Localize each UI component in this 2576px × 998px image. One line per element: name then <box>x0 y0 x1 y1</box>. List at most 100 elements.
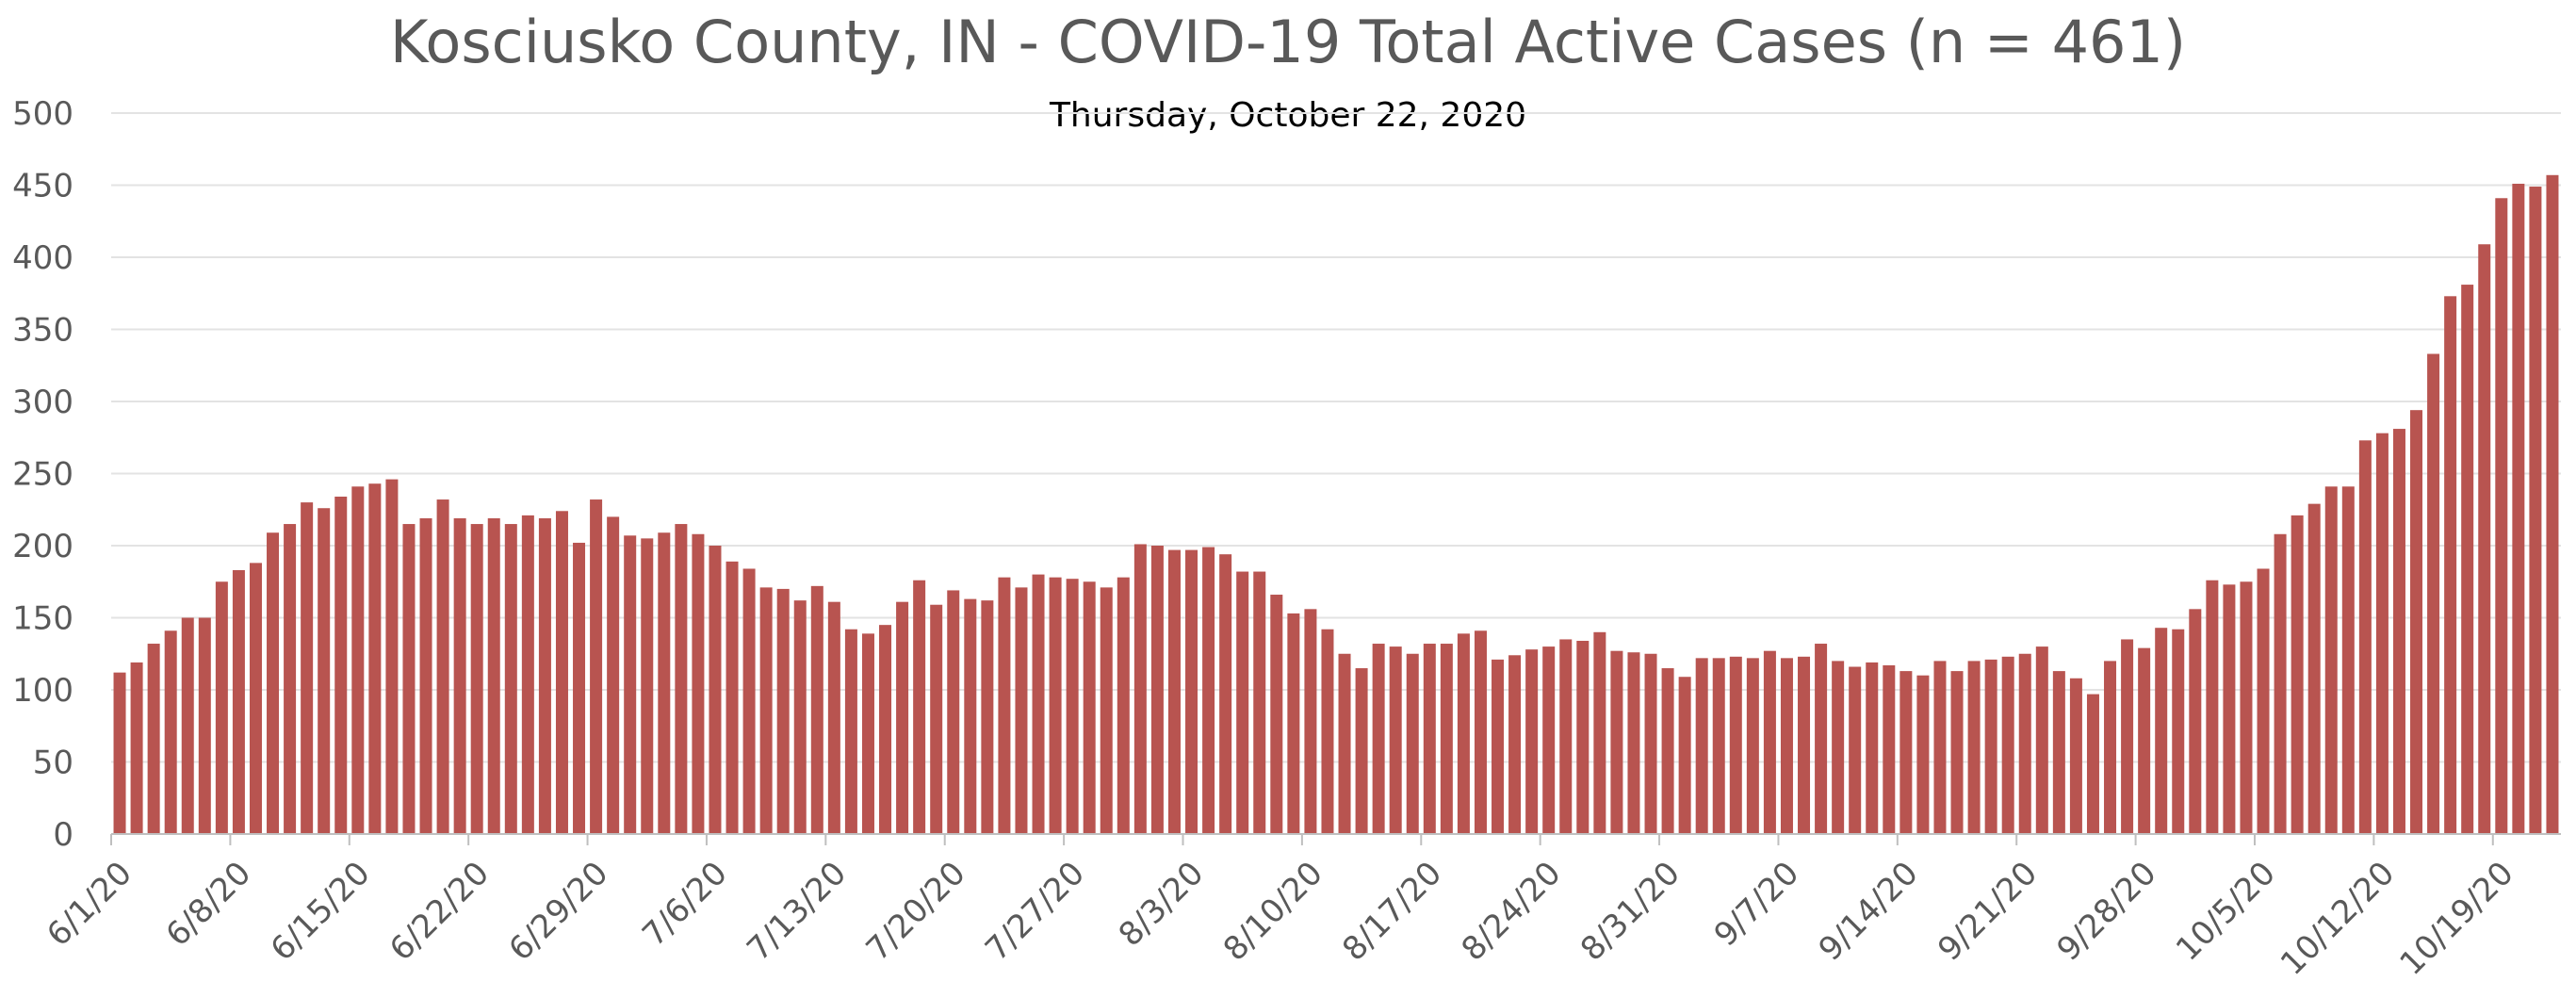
bar <box>2427 353 2440 834</box>
bar <box>181 617 194 834</box>
y-tick-label: 400 <box>12 239 73 277</box>
bar <box>1695 658 1708 834</box>
bar <box>2172 629 2185 834</box>
bar <box>930 604 943 834</box>
bar <box>2121 639 2134 834</box>
x-tick-label: 9/14/20 <box>1812 855 1926 969</box>
bar <box>827 601 840 834</box>
bar <box>267 532 280 834</box>
bar <box>1117 577 1130 834</box>
bar <box>1304 609 1317 834</box>
bar <box>810 585 823 834</box>
bar <box>130 662 143 834</box>
bar <box>1219 554 1232 834</box>
bar <box>2035 646 2048 834</box>
bar <box>709 546 722 834</box>
bar <box>2546 174 2559 835</box>
y-tick-label: 500 <box>12 95 73 133</box>
bar <box>113 672 126 834</box>
bar <box>1474 630 1487 834</box>
y-tick-label: 150 <box>12 600 73 638</box>
x-tick-label: 10/19/20 <box>2392 855 2520 983</box>
bar <box>2512 183 2525 835</box>
bar <box>2341 486 2355 834</box>
y-tick-label: 250 <box>12 456 73 494</box>
y-tick-label: 350 <box>12 312 73 350</box>
bar <box>436 499 449 834</box>
bar <box>1576 640 1590 834</box>
bar <box>573 542 586 834</box>
bar <box>742 568 756 834</box>
bar <box>879 625 892 834</box>
bar <box>301 502 314 834</box>
x-tick-label: 10/5/20 <box>2169 855 2283 969</box>
bar <box>2069 678 2082 834</box>
x-tick-label: 6/22/20 <box>383 855 497 969</box>
bar <box>776 588 790 834</box>
x-tick-label: 9/21/20 <box>1931 855 2045 969</box>
bar <box>1253 571 1266 834</box>
bar <box>1508 655 1522 834</box>
bar <box>1815 644 1828 834</box>
x-tick-label: 7/27/20 <box>978 855 1092 969</box>
bar <box>1849 666 1862 834</box>
bar <box>2223 584 2236 834</box>
y-tick-label: 0 <box>53 816 73 854</box>
x-tick-label: 10/12/20 <box>2274 855 2402 983</box>
gridlines <box>111 112 2561 763</box>
bar <box>1746 658 1759 834</box>
bar <box>1967 661 1981 834</box>
bar <box>555 511 568 834</box>
bar <box>2240 581 2253 834</box>
bar <box>318 508 331 834</box>
bar <box>1049 577 1062 834</box>
bar <box>1236 571 1249 834</box>
bar <box>641 538 654 834</box>
bar <box>2155 628 2168 834</box>
x-tick-label: 8/24/20 <box>1455 855 1569 969</box>
bar <box>844 629 857 834</box>
bar <box>2257 568 2270 834</box>
chart-title: Kosciusko County, IN - COVID-19 Total Ac… <box>389 8 2187 76</box>
bar <box>2001 656 2014 834</box>
bar <box>249 563 262 834</box>
bar <box>334 496 348 834</box>
bar <box>1423 644 1436 834</box>
bar <box>1933 661 1947 834</box>
bar <box>1440 644 1453 834</box>
bar <box>1389 646 1402 834</box>
bar <box>1100 587 1113 834</box>
bar <box>1712 658 1725 834</box>
bar <box>1678 677 1691 834</box>
bar <box>1729 656 1742 834</box>
bar <box>1355 668 1368 834</box>
bar <box>1780 658 1793 834</box>
y-tick-label: 200 <box>12 528 73 565</box>
y-tick-label: 100 <box>12 672 73 710</box>
bar <box>1270 595 1283 834</box>
bar <box>1032 574 1045 834</box>
bar <box>2444 296 2457 834</box>
bar <box>1406 653 1419 834</box>
bar <box>2392 429 2405 834</box>
bar <box>1492 659 1505 834</box>
bar <box>2206 580 2219 834</box>
bar <box>1133 544 1147 834</box>
bar <box>1763 650 1776 834</box>
bar <box>896 601 909 834</box>
bar <box>1167 549 1181 834</box>
y-tick-label: 300 <box>12 384 73 421</box>
bar <box>1644 653 1657 834</box>
bar <box>1832 661 1845 834</box>
bar <box>1066 579 1079 834</box>
bar <box>470 524 483 834</box>
bar <box>2018 653 2031 834</box>
bar <box>1984 659 1997 834</box>
bar <box>2495 198 2508 834</box>
bar <box>215 581 228 834</box>
bar <box>1559 639 1573 834</box>
bar <box>1627 652 1640 834</box>
bar <box>607 516 620 834</box>
bar <box>1883 664 1896 834</box>
bar <box>793 600 807 834</box>
